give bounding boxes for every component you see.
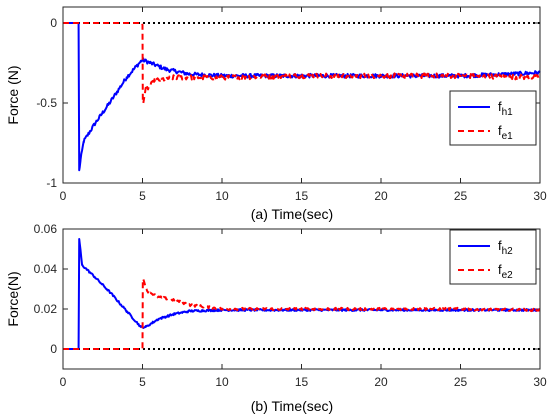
- x-tick-label: 15: [295, 375, 309, 389]
- series-line-fe1: [62, 22, 541, 105]
- legend-label-main: f: [498, 238, 502, 253]
- y-axis-label: Force (N): [5, 65, 21, 124]
- y-tick-label: -0.5: [36, 96, 57, 110]
- x-axis-label: (b) Time(sec): [251, 398, 333, 414]
- legend-label: fe2: [498, 262, 513, 281]
- legend-box: [449, 90, 537, 146]
- legend-label-main: f: [498, 123, 502, 138]
- legend-box: [449, 229, 537, 285]
- panel-a: 0 5 10 15 20 25 30 0 -0.5 -1 (a) Time(sec) Force (N…: [5, 6, 547, 222]
- x-tick-label: 20: [374, 375, 388, 389]
- x-tick-label: 25: [454, 375, 468, 389]
- panel-b: 0 5 10 15 20 25 30 0.06 0.04 0.02 0 (b) Time(sec) Fo…: [5, 222, 547, 414]
- legend-label: fe1: [498, 123, 513, 142]
- x-tick-label: 30: [533, 189, 547, 203]
- x-tick-label: 5: [139, 189, 146, 203]
- x-tick-label: 30: [533, 375, 547, 389]
- x-tick-label: 10: [215, 189, 229, 203]
- axes-frame: [62, 228, 541, 370]
- x-tick-label: 0: [60, 189, 67, 203]
- x-tick-label: 0: [60, 375, 67, 389]
- x-axis-label: (a) Time(sec): [251, 206, 333, 222]
- legend-label: fh1: [498, 99, 513, 118]
- y-tick-label: 0: [50, 342, 57, 356]
- y-tick-label: 0: [50, 16, 57, 30]
- legend-label-sub: e2: [502, 270, 514, 281]
- axes-frame: [62, 6, 541, 184]
- legend-label-sub: e1: [502, 131, 514, 142]
- series-line-fh2: [62, 238, 541, 350]
- legend-label: fh2: [498, 238, 513, 257]
- y-tick-label: 0.06: [34, 222, 58, 236]
- y-tick-label: 0.04: [34, 262, 58, 276]
- y-axis-label: Force(N): [5, 271, 21, 326]
- legend-label-sub: h1: [502, 107, 514, 118]
- series-line-fe2: [62, 278, 541, 350]
- x-tick-label: 10: [215, 375, 229, 389]
- legend-label-main: f: [498, 262, 502, 277]
- legend-label-sub: h2: [502, 246, 514, 257]
- legend-label-main: f: [498, 99, 502, 114]
- x-tick-label: 15: [295, 189, 309, 203]
- y-tick-label: -1: [46, 176, 57, 190]
- x-tick-label: 5: [139, 375, 146, 389]
- x-tick-label: 25: [454, 189, 468, 203]
- y-tick-label: 0.02: [34, 302, 58, 316]
- x-tick-label: 20: [374, 189, 388, 203]
